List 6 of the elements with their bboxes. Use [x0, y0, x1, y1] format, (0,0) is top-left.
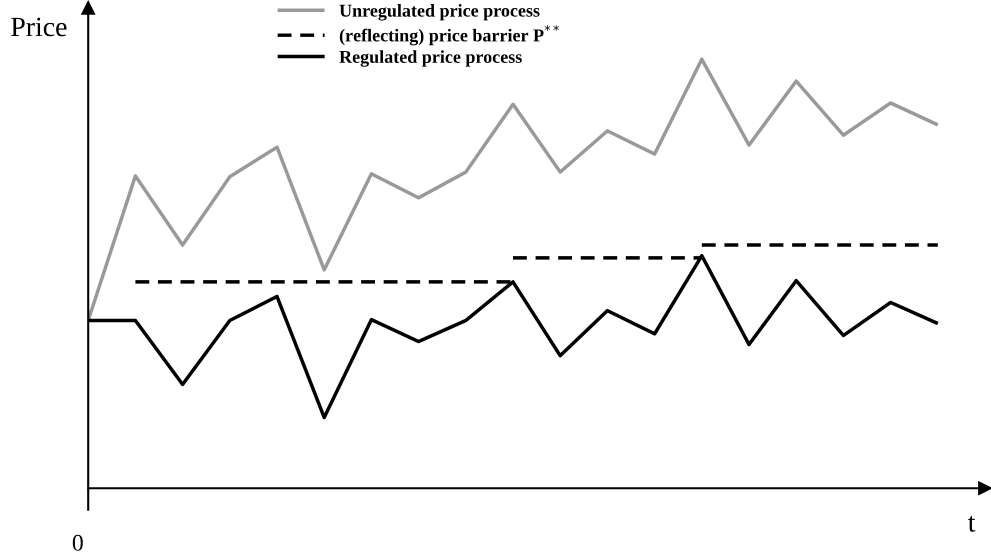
- text: 0: [72, 534, 83, 551]
- legend-label: (reflecting) price barrier P$^{**}$: [340, 25, 559, 46]
- legend-label: Unregulated price process: [340, 4, 540, 21]
- y-axis-title: Price: [11, 18, 66, 36]
- x-axis-title: t: [968, 516, 976, 532]
- legend-label: Regulated price process: [339, 50, 522, 67]
